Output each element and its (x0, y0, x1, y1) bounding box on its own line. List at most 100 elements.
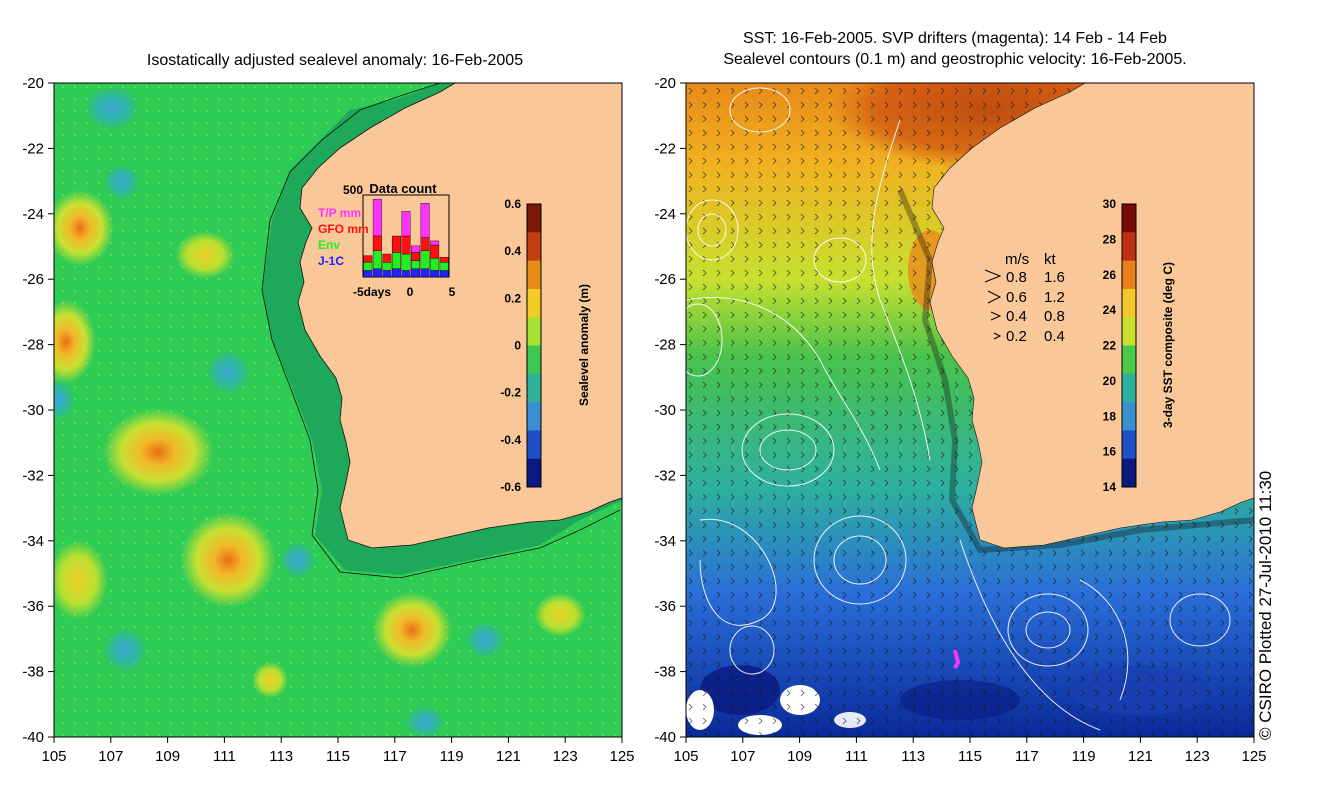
x-tick-label: 107 (730, 748, 755, 765)
sst-map (686, 83, 1254, 737)
y-tick-label: -32 (654, 467, 676, 484)
x-tick-label: 111 (845, 748, 868, 765)
histogram-bar-gfo (430, 244, 440, 259)
legend-tp: T/P mm (318, 206, 361, 220)
velocity-row-ms: 0.2 (1006, 328, 1027, 345)
velocity-arrow-0.6 (987, 290, 1002, 304)
x-tick-label: 119 (440, 748, 464, 765)
y-tick-label: -38 (22, 664, 44, 681)
y-tick-label: -22 (22, 140, 44, 157)
x-tick-label: 107 (98, 748, 123, 765)
y-tick-label: -24 (654, 206, 676, 223)
histogram-bar-gfo (372, 235, 382, 251)
y-tick-label: -30 (22, 402, 44, 419)
x-tick-label: 117 (1015, 748, 1039, 765)
colorbar-swatch (527, 204, 541, 233)
histogram-bar-env (391, 252, 401, 269)
histogram-bar-env (372, 250, 382, 269)
y-tick-label: -22 (654, 140, 676, 157)
histogram-bar-jc (411, 268, 421, 278)
histogram-bar-jc (439, 270, 449, 278)
histogram-bar-tp (411, 245, 421, 253)
x-tick-label: 109 (155, 748, 180, 765)
x-tick-label: 109 (787, 748, 812, 765)
velocity-row-kt: 0.4 (1044, 328, 1065, 345)
sealevel-colorbar-label: Sealevel anomaly (m) (577, 284, 591, 406)
colorbar-swatch (1122, 288, 1136, 318)
colorbar-swatch (1122, 204, 1136, 233)
histogram-bar-gfo (439, 257, 449, 263)
velocity-row-kt: 1.6 (1044, 269, 1065, 286)
legend-gfo: GFO mm (318, 222, 369, 236)
histogram-bar-jc (382, 270, 392, 278)
y-tick-label: -34 (22, 533, 44, 550)
histogram-bar-jc (363, 270, 373, 278)
velocity-row-kt: 1.2 (1044, 289, 1065, 306)
y-tick-label: -38 (654, 664, 676, 681)
histogram-bar-env (382, 262, 392, 271)
histogram-bar-jc (420, 268, 430, 278)
colorbar-tick-label: -0.4 (500, 433, 521, 447)
x-tick-label: 125 (1241, 748, 1266, 765)
colorbar-tick-label: 0 (514, 339, 521, 353)
sst-colorbar-label: 3-day SST composite (deg C) (1161, 262, 1175, 428)
colorbar-tick-label: 24 (1103, 303, 1117, 317)
y-tick-label: -28 (22, 337, 44, 354)
y-tick-label: -28 (654, 337, 676, 354)
colorbar-swatch (527, 232, 541, 262)
colorbar-swatch (1122, 373, 1136, 403)
velocity-row-kt: 0.8 (1044, 308, 1065, 325)
velocity-row-ms: 0.8 (1006, 269, 1027, 286)
colorbar-swatch (1122, 232, 1136, 262)
colorbar-swatch (527, 288, 541, 318)
x-tick-label: 113 (901, 748, 925, 765)
sealevel-colorbar: 0.6 0.4 0.2 0 -0.2 -0.4 -0.6 (500, 197, 542, 494)
histogram-xlabel-end: 5 (449, 285, 456, 299)
histogram-bar-gfo (382, 253, 392, 263)
histogram-bar-jc (401, 270, 411, 278)
colorbar-tick-label: 0.6 (504, 197, 521, 211)
colorbar-tick-label: -0.2 (500, 386, 521, 400)
velocity-row-ms: 0.6 (1006, 289, 1027, 306)
colorbar-tick-label: 28 (1103, 232, 1117, 246)
y-tick-label: -20 (22, 75, 44, 92)
colorbar-tick-label: 30 (1103, 197, 1117, 211)
histogram-bar-tp (430, 240, 440, 246)
y-tick-label: -34 (654, 533, 676, 550)
histogram-title: Data count (369, 181, 437, 196)
histogram-bar-jc (430, 270, 440, 278)
legend-env: Env (318, 238, 340, 252)
colorbar-swatch (527, 260, 541, 290)
x-tick-label: 115 (958, 748, 982, 765)
histogram-bar-jc (391, 268, 401, 278)
right-panel-title-line1: SST: 16-Feb-2005. SVP drifters (magenta)… (743, 30, 1167, 47)
histogram-bar-tp (420, 202, 430, 238)
x-tick-label: 115 (326, 748, 350, 765)
histogram-xlabel-zero: 0 (407, 285, 414, 299)
colorbar-tick-label: 14 (1103, 480, 1117, 494)
histogram-bar-env (420, 250, 430, 269)
colorbar-swatch (527, 345, 541, 375)
colorbar-swatch (1122, 345, 1136, 375)
histogram-bar-env (363, 262, 373, 271)
y-tick-label: -24 (22, 206, 44, 223)
colorbar-frame (526, 203, 542, 488)
histogram-bar-gfo (391, 235, 401, 253)
x-tick-label: 121 (1128, 748, 1153, 765)
legend-j1c: J-1C (318, 254, 344, 268)
colorbar-tick-label: -0.6 (500, 480, 521, 494)
x-tick-label: 123 (1185, 748, 1210, 765)
velocity-header-kt: kt (1044, 251, 1057, 268)
x-tick-label: 105 (673, 748, 698, 765)
y-tick-label: -36 (654, 598, 676, 615)
colorbar-tick-label: 0.4 (504, 244, 521, 258)
x-tick-label: 121 (496, 748, 521, 765)
y-tick-label: -40 (654, 729, 676, 746)
colorbar-swatch (527, 430, 541, 460)
x-tick-label: 123 (553, 748, 578, 765)
x-tick-label: 117 (383, 748, 407, 765)
y-tick-label: -32 (22, 467, 44, 484)
colorbar-swatch (527, 317, 541, 346)
colorbar-swatch (1122, 402, 1136, 431)
